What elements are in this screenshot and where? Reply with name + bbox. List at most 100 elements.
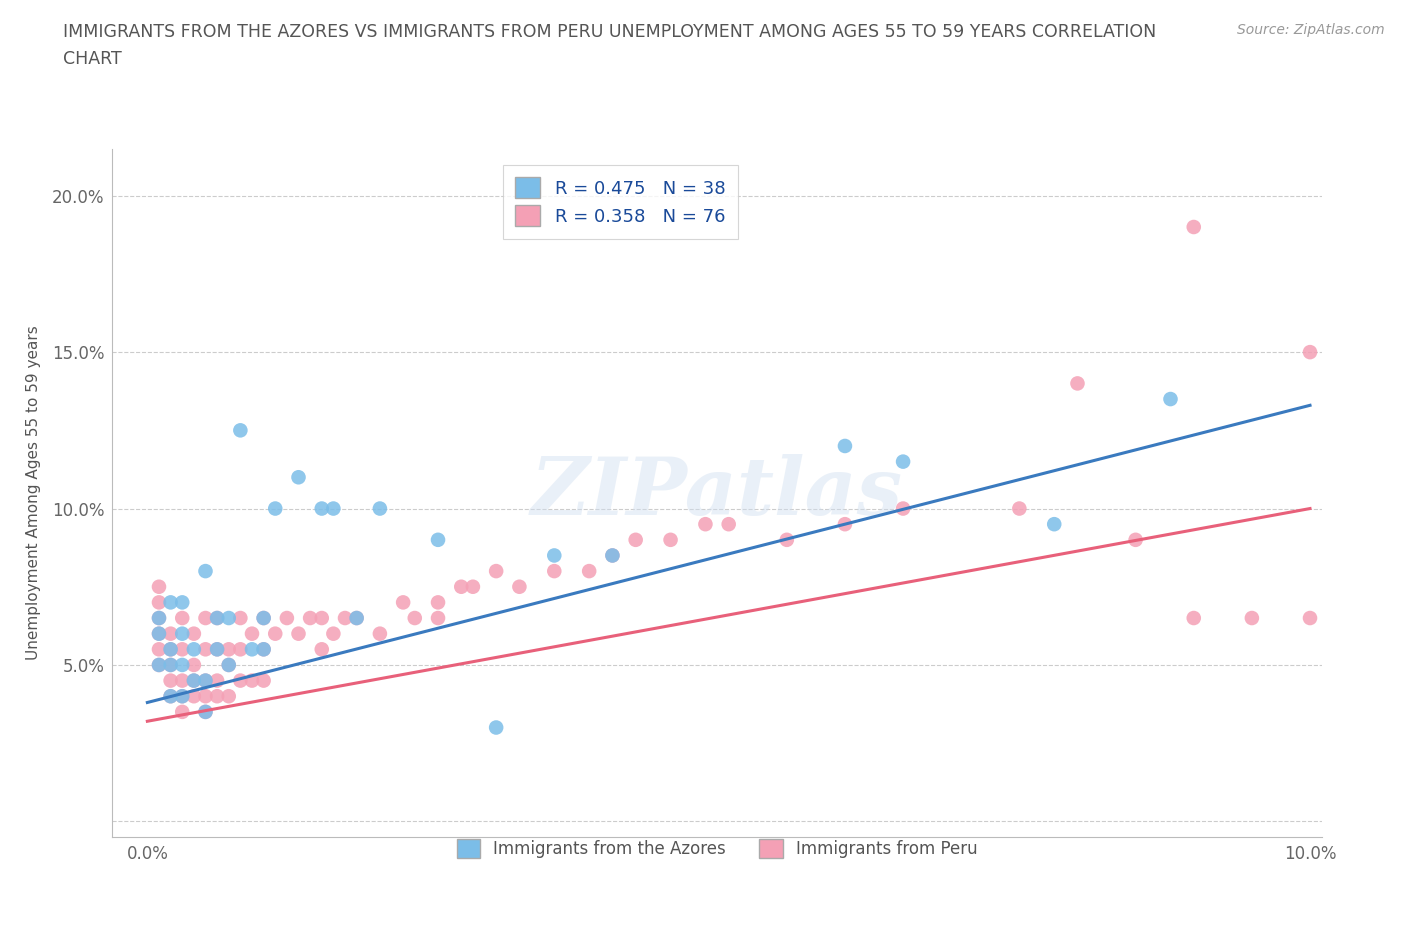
Point bbox=[229, 642, 252, 657]
Point bbox=[508, 579, 530, 594]
Point bbox=[427, 611, 450, 626]
Point bbox=[194, 673, 217, 688]
Point bbox=[287, 470, 309, 485]
Point bbox=[159, 689, 181, 704]
Point bbox=[1240, 611, 1263, 626]
Point bbox=[485, 564, 508, 578]
Point bbox=[148, 579, 170, 594]
Point bbox=[311, 501, 333, 516]
Point bbox=[461, 579, 484, 594]
Point bbox=[1299, 345, 1322, 360]
Text: Source: ZipAtlas.com: Source: ZipAtlas.com bbox=[1237, 23, 1385, 37]
Point bbox=[218, 658, 240, 672]
Point bbox=[183, 626, 205, 641]
Legend: Immigrants from the Azores, Immigrants from Peru: Immigrants from the Azores, Immigrants f… bbox=[444, 828, 990, 870]
Point bbox=[253, 642, 276, 657]
Point bbox=[159, 658, 181, 672]
Point bbox=[229, 611, 252, 626]
Point bbox=[834, 439, 856, 454]
Point bbox=[172, 658, 194, 672]
Point bbox=[368, 626, 391, 641]
Point bbox=[311, 642, 333, 657]
Y-axis label: Unemployment Among Ages 55 to 59 years: Unemployment Among Ages 55 to 59 years bbox=[25, 326, 41, 660]
Point bbox=[299, 611, 322, 626]
Point bbox=[695, 517, 717, 532]
Point bbox=[287, 626, 309, 641]
Point bbox=[1125, 532, 1147, 547]
Point bbox=[159, 642, 181, 657]
Point bbox=[159, 626, 181, 641]
Point bbox=[264, 501, 287, 516]
Point bbox=[172, 642, 194, 657]
Point bbox=[1008, 501, 1031, 516]
Point bbox=[1299, 611, 1322, 626]
Point bbox=[159, 595, 181, 610]
Point bbox=[404, 611, 426, 626]
Point bbox=[218, 642, 240, 657]
Point bbox=[159, 658, 181, 672]
Point bbox=[194, 689, 217, 704]
Point bbox=[194, 642, 217, 657]
Point bbox=[172, 611, 194, 626]
Point bbox=[253, 642, 276, 657]
Point bbox=[172, 595, 194, 610]
Point bbox=[240, 626, 263, 641]
Point bbox=[148, 626, 170, 641]
Point bbox=[148, 611, 170, 626]
Point bbox=[253, 611, 276, 626]
Point bbox=[218, 658, 240, 672]
Point bbox=[322, 501, 344, 516]
Point bbox=[148, 658, 170, 672]
Point bbox=[218, 689, 240, 704]
Point bbox=[148, 642, 170, 657]
Point bbox=[183, 642, 205, 657]
Point bbox=[1066, 376, 1088, 391]
Text: IMMIGRANTS FROM THE AZORES VS IMMIGRANTS FROM PERU UNEMPLOYMENT AMONG AGES 55 TO: IMMIGRANTS FROM THE AZORES VS IMMIGRANTS… bbox=[63, 23, 1157, 68]
Point bbox=[1043, 517, 1066, 532]
Point bbox=[450, 579, 472, 594]
Point bbox=[485, 720, 508, 735]
Point bbox=[148, 595, 170, 610]
Point bbox=[183, 673, 205, 688]
Point bbox=[333, 611, 356, 626]
Point bbox=[578, 564, 600, 578]
Point bbox=[1159, 392, 1181, 406]
Point bbox=[264, 626, 287, 641]
Point bbox=[776, 532, 799, 547]
Point bbox=[368, 501, 391, 516]
Point bbox=[717, 517, 740, 532]
Point bbox=[159, 673, 181, 688]
Point bbox=[183, 658, 205, 672]
Point bbox=[183, 673, 205, 688]
Point bbox=[205, 611, 228, 626]
Point bbox=[253, 611, 276, 626]
Point bbox=[543, 564, 565, 578]
Point bbox=[240, 642, 263, 657]
Point bbox=[183, 689, 205, 704]
Point bbox=[276, 611, 298, 626]
Point bbox=[240, 673, 263, 688]
Point bbox=[194, 704, 217, 719]
Point bbox=[148, 658, 170, 672]
Point bbox=[172, 689, 194, 704]
Point bbox=[392, 595, 415, 610]
Point bbox=[172, 673, 194, 688]
Point bbox=[346, 611, 368, 626]
Point bbox=[172, 626, 194, 641]
Point bbox=[891, 501, 914, 516]
Point bbox=[148, 611, 170, 626]
Point bbox=[148, 626, 170, 641]
Point bbox=[159, 642, 181, 657]
Text: ZIPatlas: ZIPatlas bbox=[531, 454, 903, 532]
Point bbox=[172, 689, 194, 704]
Point bbox=[205, 689, 228, 704]
Point bbox=[346, 611, 368, 626]
Point bbox=[205, 611, 228, 626]
Point bbox=[834, 517, 856, 532]
Point bbox=[159, 689, 181, 704]
Point bbox=[1182, 219, 1205, 234]
Point bbox=[194, 704, 217, 719]
Point bbox=[205, 642, 228, 657]
Point bbox=[311, 611, 333, 626]
Point bbox=[427, 595, 450, 610]
